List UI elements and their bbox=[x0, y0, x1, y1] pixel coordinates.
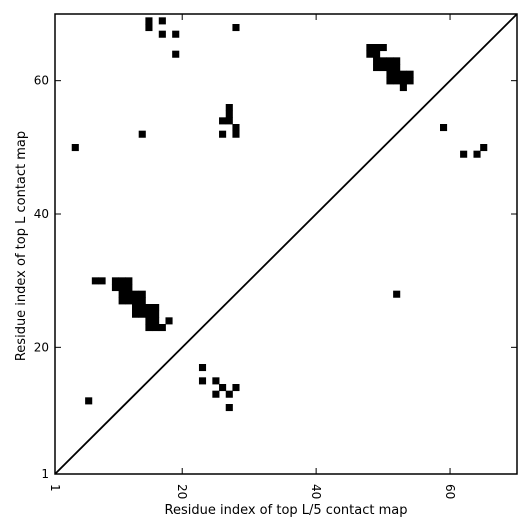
contact-cell-top-l bbox=[393, 77, 401, 85]
contact-cell-top-l bbox=[473, 150, 481, 158]
contact-cell-top-l bbox=[440, 124, 448, 132]
x-axis-label: Residue index of top L/5 contact map bbox=[165, 503, 408, 518]
contact-cell-top-l5 bbox=[225, 390, 233, 398]
contact-cell-top-l bbox=[232, 24, 240, 32]
contact-cell-top-l bbox=[158, 17, 166, 25]
contact-cell-top-l5 bbox=[165, 317, 173, 325]
contact-cell-top-l bbox=[406, 77, 414, 85]
contact-cell-top-l5 bbox=[118, 297, 126, 305]
contact-cell-top-l bbox=[379, 57, 387, 65]
contact-cell-top-l5 bbox=[125, 290, 133, 298]
contact-cell-top-l bbox=[386, 57, 394, 65]
contact-cell-top-l bbox=[225, 110, 233, 118]
y-tick-label: 40 bbox=[34, 207, 49, 221]
contact-cell-top-l5 bbox=[212, 377, 220, 385]
contact-cell-top-l bbox=[399, 77, 407, 85]
contact-cell-top-l5 bbox=[145, 324, 153, 332]
contact-cell-top-l bbox=[373, 57, 381, 65]
contact-cell-top-l bbox=[373, 44, 381, 52]
y-tick-label: 60 bbox=[34, 74, 49, 88]
contact-cell-top-l5 bbox=[232, 384, 240, 392]
contact-cell-top-l bbox=[366, 50, 374, 58]
contact-cell-top-l5 bbox=[125, 277, 133, 285]
y-tick-label: 1 bbox=[41, 467, 49, 481]
contact-cell-top-l bbox=[219, 130, 227, 138]
contact-cell-top-l5 bbox=[152, 317, 160, 325]
contact-cell-top-l5 bbox=[125, 284, 133, 292]
contact-cell-top-l bbox=[158, 30, 166, 38]
y-axis-label: Residue index of top L contact map bbox=[14, 131, 29, 361]
contact-cell-top-l5 bbox=[145, 304, 153, 312]
contact-cell-top-l bbox=[71, 144, 79, 152]
contact-cell-top-l bbox=[232, 130, 240, 138]
contact-cell-top-l bbox=[386, 64, 394, 72]
contact-cell-top-l bbox=[366, 44, 374, 52]
contact-cell-top-l5 bbox=[132, 304, 140, 312]
contact-cell-top-l5 bbox=[198, 364, 207, 372]
contact-cell-top-l bbox=[399, 84, 407, 92]
contact-cell-top-l5 bbox=[212, 390, 220, 398]
contact-cell-top-l5 bbox=[219, 384, 227, 392]
contact-cell-top-l bbox=[219, 117, 227, 125]
contact-cell-top-l bbox=[379, 44, 387, 52]
contact-cell-top-l5 bbox=[138, 310, 146, 318]
contact-cell-top-l bbox=[145, 17, 153, 25]
contact-cell-top-l5 bbox=[198, 377, 207, 385]
contact-cell-top-l5 bbox=[138, 304, 146, 312]
contact-cell-top-l bbox=[225, 104, 233, 112]
contact-cell-top-l bbox=[406, 70, 414, 78]
x-tick-label: 20 bbox=[175, 484, 189, 499]
contact-cell-top-l5 bbox=[225, 404, 233, 412]
contact-cell-top-l5 bbox=[118, 284, 126, 292]
contact-cell-top-l bbox=[232, 124, 240, 132]
contact-cell-top-l bbox=[460, 150, 468, 158]
contact-cell-top-l bbox=[480, 144, 488, 152]
x-tick-label: 40 bbox=[309, 484, 323, 499]
contact-cell-top-l bbox=[379, 64, 387, 72]
diagonal-line bbox=[54, 13, 518, 475]
contact-cell-top-l5 bbox=[132, 297, 140, 305]
contact-cell-top-l5 bbox=[111, 284, 120, 292]
contact-cell-top-l bbox=[393, 70, 401, 78]
contact-cell-top-l5 bbox=[118, 290, 126, 298]
contact-cell-top-l5 bbox=[393, 290, 401, 298]
contact-cell-top-l bbox=[393, 64, 401, 72]
contact-cell-top-l5 bbox=[138, 297, 146, 305]
contact-cell-top-l5 bbox=[91, 277, 99, 285]
axis-ticks bbox=[54, 14, 517, 475]
contact-cell-top-l5 bbox=[145, 310, 153, 318]
tick-labels: 1 20 40 60 1 20 40 60 bbox=[34, 74, 457, 500]
contact-cell-top-l bbox=[386, 70, 394, 78]
contact-cell-top-l bbox=[373, 64, 381, 72]
contact-cell-top-l5 bbox=[85, 397, 93, 405]
contact-cell-top-l5 bbox=[145, 317, 153, 325]
contact-cell-top-l5 bbox=[152, 304, 160, 312]
contact-cells bbox=[71, 17, 488, 412]
contact-cell-top-l5 bbox=[152, 324, 160, 332]
contact-cell-top-l5 bbox=[132, 310, 140, 318]
plot-frame bbox=[54, 13, 518, 475]
contact-cell-top-l5 bbox=[158, 324, 166, 332]
contact-cell-top-l bbox=[225, 117, 233, 125]
contact-cell-top-l bbox=[373, 50, 381, 58]
contact-cell-top-l5 bbox=[138, 290, 146, 298]
contact-cell-top-l5 bbox=[111, 277, 120, 285]
contact-cell-top-l5 bbox=[98, 277, 106, 285]
contact-cell-top-l bbox=[138, 130, 146, 138]
contact-cell-top-l5 bbox=[118, 277, 126, 285]
contact-cell-top-l5 bbox=[125, 297, 133, 305]
contact-cell-top-l bbox=[172, 50, 180, 58]
x-tick-label: 60 bbox=[443, 484, 457, 499]
contact-cell-top-l bbox=[145, 24, 153, 32]
contact-cell-top-l5 bbox=[152, 310, 160, 318]
contact-cell-top-l bbox=[172, 30, 180, 38]
contact-cell-top-l bbox=[386, 77, 394, 85]
y-tick-label: 20 bbox=[34, 340, 49, 354]
contact-cell-top-l bbox=[399, 70, 407, 78]
contact-cell-top-l bbox=[393, 57, 401, 65]
contact-cell-top-l5 bbox=[132, 290, 140, 298]
x-tick-label: 1 bbox=[48, 484, 62, 492]
